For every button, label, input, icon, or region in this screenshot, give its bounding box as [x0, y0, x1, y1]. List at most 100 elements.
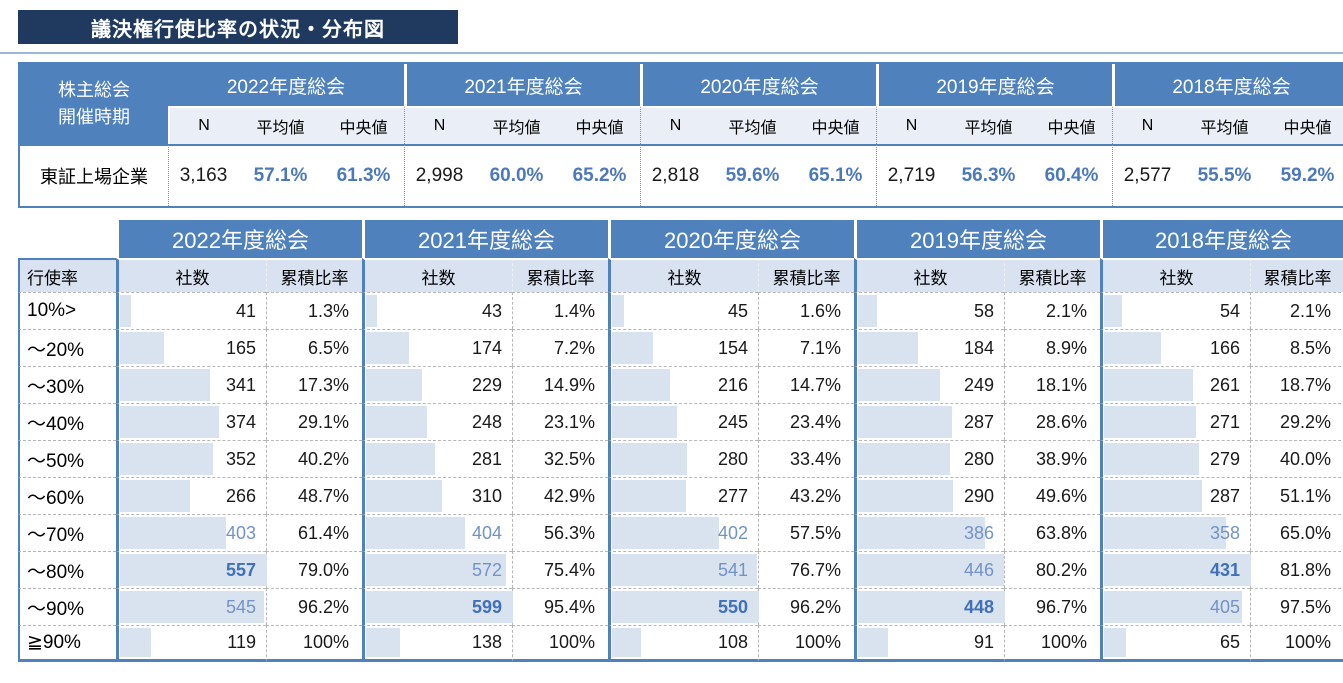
cumulative-ratio-cell: 38.9% [1004, 440, 1100, 477]
cumulative-ratio-cell: 76.7% [758, 551, 854, 588]
data-bar [1104, 369, 1194, 401]
company-count-value: 448 [963, 596, 994, 617]
cumulative-ratio-cell: 2.1% [1004, 292, 1100, 329]
cumulative-ratio-cell: 18.1% [1004, 366, 1100, 403]
company-count-value: 404 [471, 522, 502, 543]
summary-median-value: 61.3% [323, 144, 404, 206]
company-count-value: 287 [1209, 485, 1240, 506]
summary-n-value: 2,577 [1112, 144, 1182, 206]
cumulative-ratio-cell: 1.6% [758, 292, 854, 329]
data-bar [858, 517, 985, 549]
company-count-cell: 271 [1100, 403, 1250, 440]
company-count-cell: 245 [608, 403, 758, 440]
company-count-value: 45 [727, 300, 748, 321]
data-bar [1104, 628, 1127, 657]
summary-year-header: 2022年度総会 [168, 64, 404, 106]
cumulative-ratio-cell: 75.4% [512, 551, 608, 588]
data-bar [120, 554, 267, 586]
cumulative-ratio-header: 累積比率 [1250, 258, 1343, 292]
distribution-year-header: 2019年度総会 [854, 220, 1100, 258]
cumulative-ratio-cell: 14.7% [758, 366, 854, 403]
data-bar [366, 628, 400, 657]
summary-mean-value: 59.6% [710, 144, 795, 206]
company-count-header: 社数 [608, 258, 758, 292]
company-count-cell: 448 [854, 588, 1005, 625]
company-count-value: 245 [717, 411, 748, 432]
cumulative-ratio-cell: 63.8% [1004, 514, 1100, 551]
company-count-value: 545 [225, 596, 256, 617]
company-count-cell: 341 [116, 366, 266, 403]
cumulative-ratio-cell: 96.7% [1004, 588, 1100, 625]
distribution-year-header: 2022年度総会 [116, 220, 362, 258]
summary-stat-header: N [640, 106, 710, 144]
distribution-table: 2022年度総会 2021年度総会 2020年度総会 2019年度総会 2018年度総会… [18, 220, 1343, 662]
company-count-cell: 166 [1100, 329, 1250, 366]
summary-row-label: 東証上場企業 [20, 144, 168, 206]
company-count-value: 108 [717, 632, 748, 652]
company-count-value: 290 [963, 485, 994, 506]
summary-stat-header: 中央値 [1267, 106, 1343, 144]
cumulative-ratio-header: 累積比率 [512, 258, 608, 292]
company-count-cell: 431 [1100, 551, 1251, 588]
data-bar [1104, 332, 1161, 364]
summary-stat-header: 平均値 [238, 106, 323, 144]
cumulative-ratio-cell: 100% [512, 625, 608, 662]
summary-corner-header: 株主総会 開催時期 [20, 64, 168, 144]
company-count-cell: 119 [116, 625, 266, 662]
data-bar [612, 628, 641, 657]
data-bar [612, 295, 625, 327]
company-count-cell: 290 [854, 477, 1004, 514]
summary-year-header: 2018年度総会 [1112, 64, 1343, 106]
cumulative-ratio-cell: 43.2% [758, 477, 854, 514]
company-count-cell: 280 [854, 440, 1004, 477]
summary-year-header: 2019年度総会 [876, 64, 1112, 106]
data-bar [612, 369, 670, 401]
cumulative-ratio-cell: 57.5% [758, 514, 854, 551]
company-count-value: 280 [717, 448, 748, 469]
data-bar [1104, 406, 1197, 438]
page-title: 議決権行使比率の状況・分布図 [18, 10, 458, 44]
summary-stat-header: N [404, 106, 474, 144]
company-count-cell: 154 [608, 329, 758, 366]
cumulative-ratio-cell: 23.1% [512, 403, 608, 440]
summary-stat-header: 中央値 [795, 106, 876, 144]
data-bar [366, 591, 513, 623]
cumulative-ratio-cell: 1.3% [266, 292, 362, 329]
company-count-value: 165 [225, 337, 256, 358]
company-count-value: 341 [225, 374, 256, 395]
cumulative-ratio-cell: 96.2% [266, 588, 362, 625]
usage-rate-row-label: 10%> [18, 292, 116, 329]
data-bar [120, 369, 210, 401]
cumulative-ratio-cell: 81.8% [1250, 551, 1343, 588]
data-bar [612, 443, 687, 475]
distribution-corner-blank [18, 220, 116, 258]
company-count-cell: 58 [854, 292, 1004, 329]
usage-rate-row-label: ～50% [18, 440, 116, 477]
data-bar [120, 332, 164, 364]
summary-year-header: 2021年度総会 [404, 64, 640, 106]
summary-stat-header: N [1112, 106, 1182, 144]
company-count-value: 65 [1219, 632, 1240, 652]
summary-stat-header: 中央値 [559, 106, 640, 144]
data-bar [612, 554, 757, 586]
cumulative-ratio-header: 累積比率 [1004, 258, 1100, 292]
data-bar [858, 369, 940, 401]
company-count-cell: 108 [608, 625, 758, 662]
company-count-value: 271 [1209, 411, 1240, 432]
company-count-cell: 352 [116, 440, 266, 477]
summary-year-header: 2020年度総会 [640, 64, 876, 106]
cumulative-ratio-cell: 96.2% [758, 588, 854, 625]
data-bar [120, 591, 264, 623]
summary-n-value: 2,998 [404, 144, 474, 206]
company-count-cell: 374 [116, 403, 266, 440]
data-bar [366, 517, 466, 549]
company-count-cell: 54 [1100, 292, 1250, 329]
company-count-value: 403 [225, 522, 256, 543]
usage-rate-row-label: ～30% [18, 366, 116, 403]
cumulative-ratio-cell: 29.2% [1250, 403, 1343, 440]
company-count-value: 557 [225, 559, 256, 580]
summary-stat-header: 平均値 [474, 106, 559, 144]
summary-stat-header: N [168, 106, 238, 144]
cumulative-ratio-cell: 29.1% [266, 403, 362, 440]
data-bar [366, 332, 409, 364]
